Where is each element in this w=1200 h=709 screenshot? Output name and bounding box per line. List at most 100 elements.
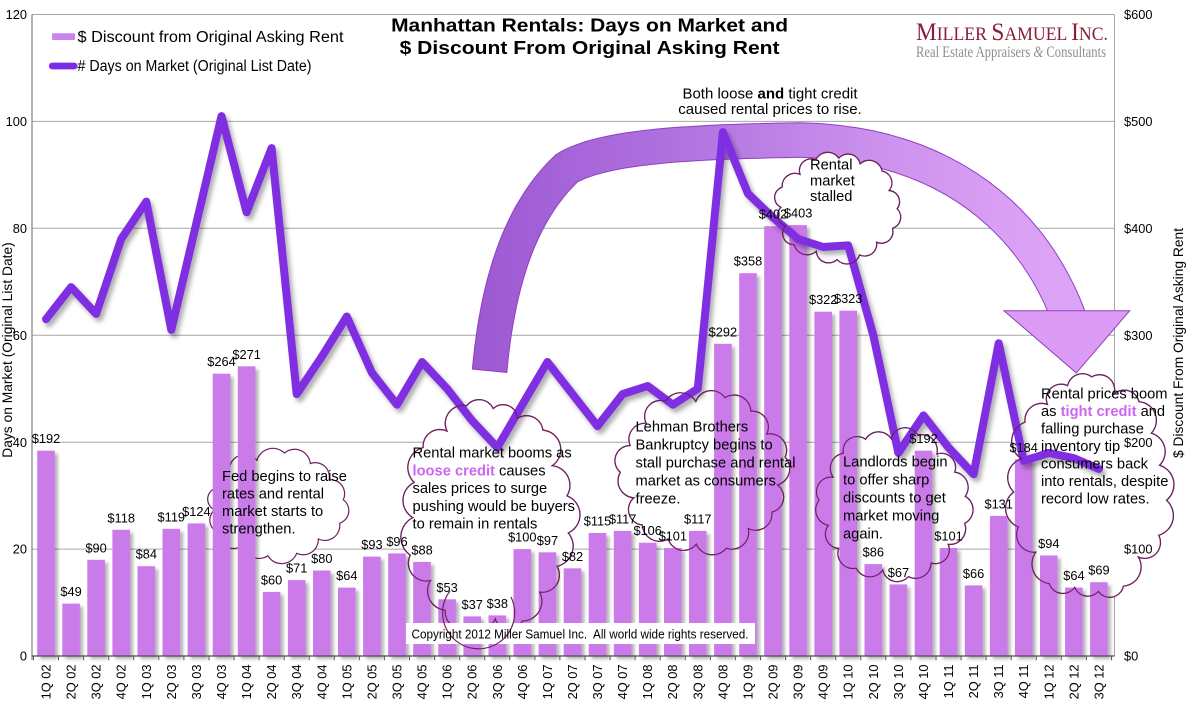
svg-text:1Q 08: 1Q 08 — [640, 665, 655, 700]
svg-text:$101: $101 — [659, 529, 687, 544]
svg-text:4Q 02: 4Q 02 — [114, 665, 129, 700]
svg-text:4Q 08: 4Q 08 — [715, 665, 730, 700]
svg-text:$192: $192 — [909, 431, 937, 446]
svg-text:3Q 11: 3Q 11 — [991, 665, 1006, 699]
svg-text:freeze.: freeze. — [636, 491, 681, 507]
svg-text:Rental market booms as: Rental market booms as — [413, 446, 572, 462]
svg-text:40: 40 — [13, 435, 27, 450]
svg-text:$90: $90 — [85, 540, 106, 555]
svg-text:$106: $106 — [633, 523, 661, 538]
svg-text:discounts to get: discounts to get — [843, 491, 946, 507]
svg-text:100: 100 — [6, 114, 27, 129]
svg-text:$271: $271 — [232, 347, 260, 362]
svg-text:$117: $117 — [609, 511, 637, 526]
svg-text:$100: $100 — [508, 530, 536, 545]
svg-text:market starts to: market starts to — [222, 504, 323, 520]
svg-text:80: 80 — [13, 221, 27, 236]
svg-text:$115: $115 — [584, 514, 612, 529]
svg-text:2Q 11: 2Q 11 — [966, 665, 981, 699]
svg-text:$64: $64 — [336, 568, 357, 583]
svg-text:3Q 06: 3Q 06 — [490, 665, 505, 700]
svg-text:Manhattan Rentals: Days on Mar: Manhattan Rentals: Days on Market and — [391, 15, 788, 36]
svg-text:MILLER SAMUEL INC.: MILLER SAMUEL INC. — [916, 19, 1108, 46]
svg-text:record low rates.: record low rates. — [1041, 491, 1150, 507]
svg-text:20: 20 — [13, 542, 27, 557]
svg-text:2Q 04: 2Q 04 — [264, 665, 279, 700]
svg-text:$600: $600 — [1124, 7, 1152, 22]
svg-text:$ Discount from Original Askin: $ Discount from Original Asking Rent — [78, 29, 345, 46]
svg-text:$ Discount From Original Askin: $ Discount From Original Asking Rent — [1171, 228, 1186, 458]
svg-text:2Q 07: 2Q 07 — [565, 665, 580, 700]
svg-text:$400: $400 — [1124, 221, 1152, 236]
svg-text:$118: $118 — [107, 510, 135, 525]
svg-text:$0: $0 — [1124, 649, 1138, 664]
svg-text:$300: $300 — [1124, 328, 1152, 343]
svg-text:Landlords begin: Landlords begin — [843, 455, 948, 471]
svg-text:$184: $184 — [1009, 440, 1037, 455]
svg-text:$94: $94 — [1038, 536, 1059, 551]
svg-text:3Q 05: 3Q 05 — [390, 665, 405, 700]
svg-text:3Q 07: 3Q 07 — [590, 665, 605, 700]
svg-text:strengthen.: strengthen. — [222, 522, 296, 538]
svg-text:Lehman Brothers: Lehman Brothers — [636, 420, 749, 436]
svg-text:$67: $67 — [888, 565, 909, 580]
svg-text:Copyright 2012 Miller Samuel I: Copyright 2012 Miller Samuel Inc. All wo… — [412, 628, 749, 642]
svg-text:$101: $101 — [934, 529, 962, 544]
svg-text:inventory tip: inventory tip — [1041, 439, 1120, 455]
svg-text:$93: $93 — [361, 537, 382, 552]
svg-text:$200: $200 — [1124, 435, 1152, 450]
svg-text:1Q 12: 1Q 12 — [1041, 665, 1056, 700]
svg-text:$402: $402 — [759, 207, 787, 222]
svg-text:$88: $88 — [411, 542, 432, 557]
svg-text:market as consumers: market as consumers — [636, 473, 776, 489]
svg-text:$97: $97 — [537, 533, 558, 548]
svg-text:Rental prices boom: Rental prices boom — [1041, 386, 1168, 402]
svg-text:to offer sharp: to offer sharp — [843, 473, 929, 489]
svg-text:$192: $192 — [32, 431, 60, 446]
svg-text:2Q 06: 2Q 06 — [465, 665, 480, 700]
svg-text:$86: $86 — [863, 545, 884, 560]
svg-text:$37: $37 — [462, 597, 483, 612]
svg-text:2Q 03: 2Q 03 — [164, 665, 179, 700]
svg-text:3Q 09: 3Q 09 — [791, 665, 806, 700]
svg-text:60: 60 — [13, 328, 27, 343]
svg-text:2Q 10: 2Q 10 — [866, 665, 881, 700]
svg-text:$71: $71 — [286, 561, 307, 576]
svg-text:$119: $119 — [158, 509, 186, 524]
svg-text:$96: $96 — [386, 534, 407, 549]
svg-text:1Q 06: 1Q 06 — [440, 665, 455, 700]
svg-text:Days on Market (Original List: Days on Market (Original List Date) — [0, 242, 15, 457]
svg-text:$ Discount From Original Askin: $ Discount From Original Asking Rent — [400, 37, 780, 58]
svg-text:1Q 03: 1Q 03 — [139, 665, 154, 700]
svg-text:$500: $500 — [1124, 114, 1152, 129]
svg-text:2Q 08: 2Q 08 — [665, 665, 680, 700]
svg-text:3Q 02: 3Q 02 — [89, 665, 104, 700]
svg-text:2Q 12: 2Q 12 — [1066, 665, 1081, 700]
svg-text:as tight credit and: as tight credit and — [1041, 404, 1165, 420]
svg-text:3Q 10: 3Q 10 — [891, 665, 906, 700]
svg-text:2Q 05: 2Q 05 — [364, 665, 379, 700]
svg-text:to remain in rentals: to remain in rentals — [413, 517, 538, 533]
svg-text:$82: $82 — [562, 549, 583, 564]
svg-text:market: market — [810, 173, 855, 189]
svg-text:3Q 03: 3Q 03 — [189, 665, 204, 700]
svg-text:stall purchase and rental: stall purchase and rental — [636, 456, 796, 472]
svg-text:1Q 04: 1Q 04 — [239, 665, 254, 700]
svg-text:2Q 02: 2Q 02 — [64, 665, 79, 700]
svg-text:$117: $117 — [684, 511, 712, 526]
svg-text:Real Estate Appraisers & Consu: Real Estate Appraisers & Consultants — [916, 44, 1106, 61]
svg-text:4Q 09: 4Q 09 — [816, 665, 831, 700]
svg-text:3Q 04: 3Q 04 — [289, 665, 304, 700]
svg-text:Bankruptcy begins to: Bankruptcy begins to — [636, 438, 773, 454]
svg-text:$323: $323 — [834, 291, 862, 306]
svg-text:$53: $53 — [436, 580, 457, 595]
svg-text:$80: $80 — [311, 551, 332, 566]
svg-text:$292: $292 — [709, 324, 737, 339]
svg-text:rates and rental: rates and rental — [222, 487, 324, 503]
svg-text:$100: $100 — [1124, 542, 1152, 557]
svg-text:$69: $69 — [1088, 563, 1109, 578]
svg-text:4Q 11: 4Q 11 — [1016, 665, 1031, 699]
svg-text:Both loose and tight credit: Both loose and tight credit — [682, 86, 858, 103]
svg-text:4Q 04: 4Q 04 — [314, 665, 329, 700]
svg-text:$131: $131 — [984, 496, 1012, 511]
